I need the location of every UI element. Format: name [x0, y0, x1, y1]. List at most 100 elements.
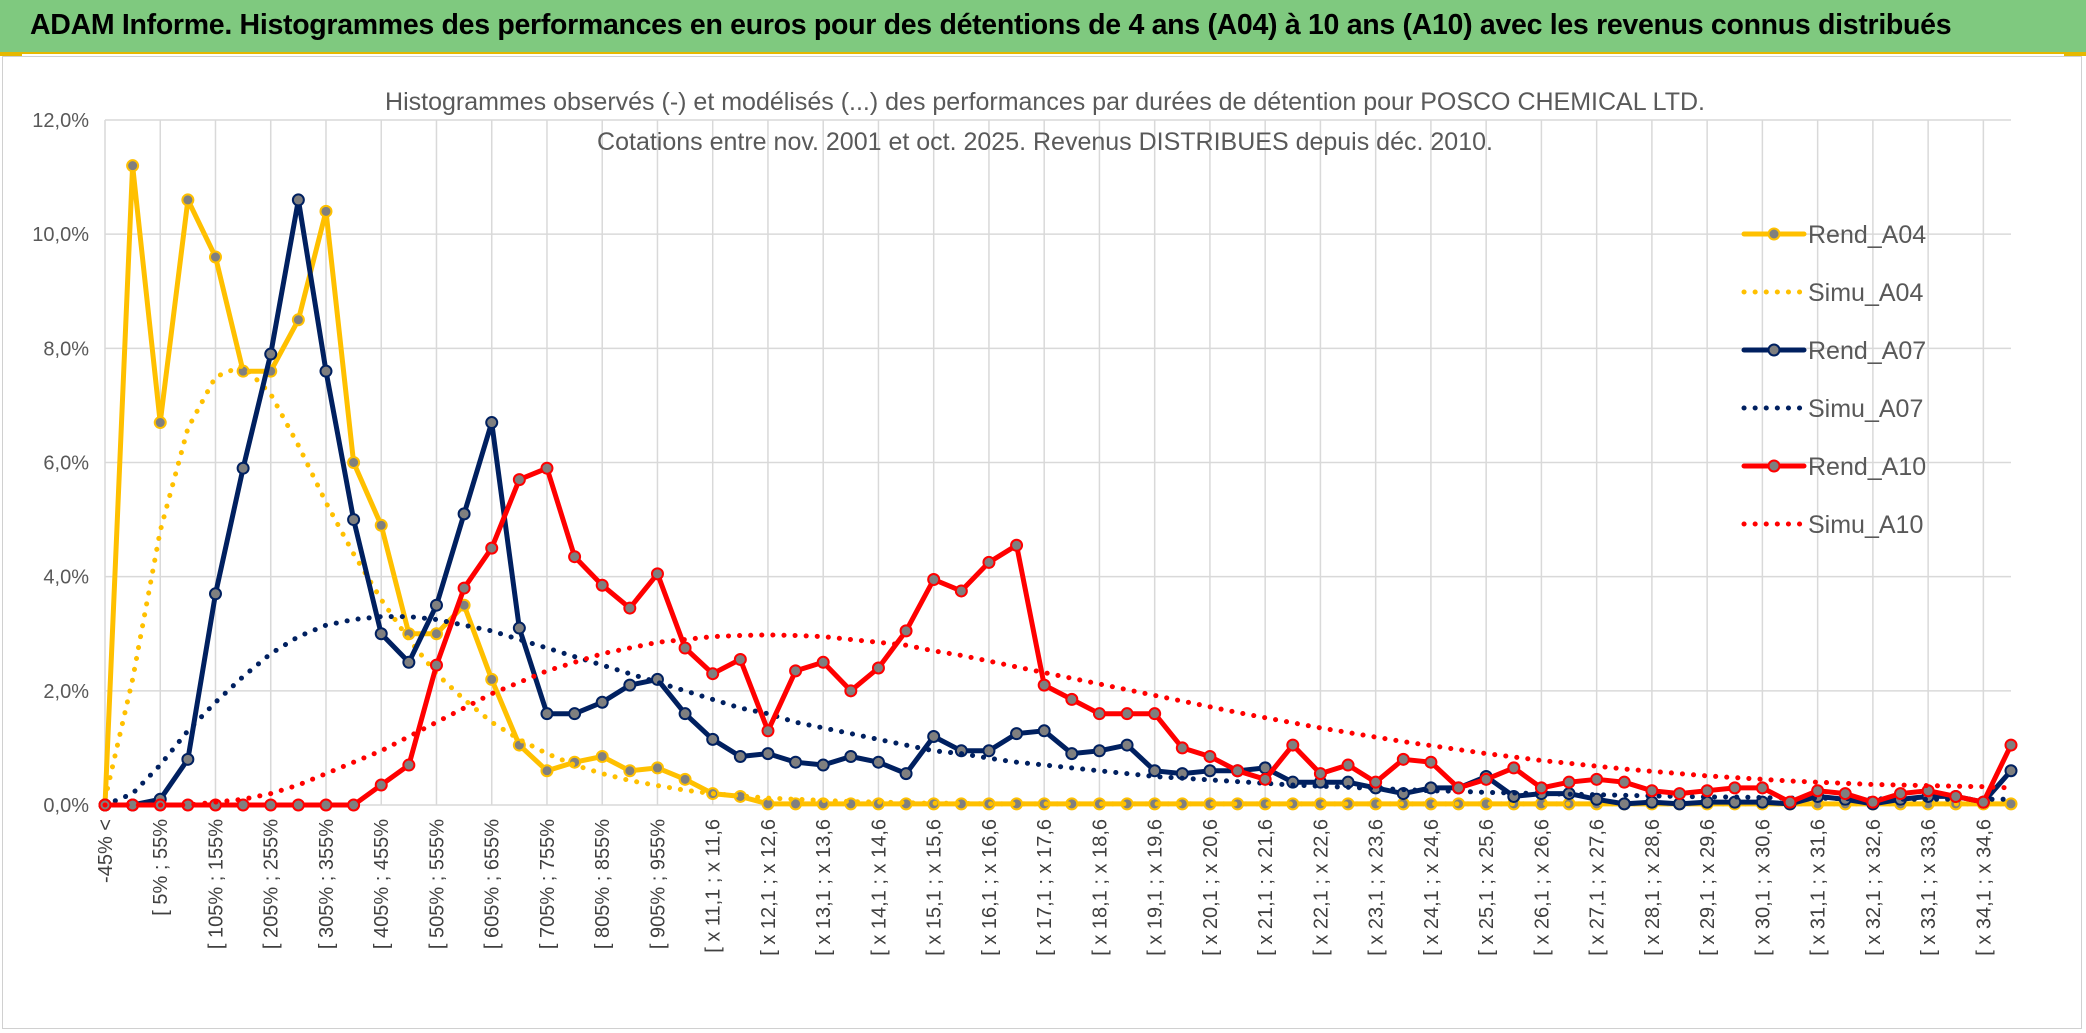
x-tick-label: [ x 15,1 ; x 15,6	[924, 819, 946, 956]
data-point	[347, 456, 361, 469]
data-point	[595, 749, 609, 763]
data-point	[540, 707, 554, 721]
series-line-rend_a10	[102, 465, 2014, 808]
data-point	[678, 772, 692, 786]
x-tick-label: [ x 32,1 ; x 32,6	[1863, 819, 1885, 956]
data-point	[1783, 795, 1797, 809]
data-point	[1203, 749, 1217, 763]
x-tick-label: [ x 18,1 ; x 18,6	[1089, 819, 1111, 956]
data-point	[374, 778, 388, 792]
data-point	[706, 667, 720, 681]
data-point	[1562, 775, 1576, 789]
data-point	[816, 655, 830, 669]
x-tick-label: [ x 17,1 ; x 17,6	[1034, 819, 1056, 956]
data-point	[1175, 741, 1189, 755]
x-tick-label: [ x 24,1 ; x 24,6	[1421, 819, 1443, 956]
data-point	[181, 193, 195, 207]
data-point	[1617, 775, 1631, 789]
data-point	[402, 655, 416, 669]
x-tick-label: [ x 27,1 ; x 27,6	[1587, 819, 1609, 956]
data-point	[761, 747, 775, 761]
data-point	[871, 661, 885, 675]
x-tick-label: [ 705% ; 755%	[537, 819, 559, 949]
data-point	[1120, 738, 1134, 752]
data-point	[1286, 775, 1300, 789]
title-accent-left	[0, 52, 22, 56]
data-point	[1120, 707, 1134, 721]
data-point	[1617, 797, 1631, 811]
data-point	[1286, 738, 1300, 752]
y-axis: 0,0% 2,0% 4,0% 6,0% 8,0% 10,0% 12,0%	[32, 110, 89, 817]
data-point	[623, 601, 637, 615]
title-accent-right	[2064, 52, 2086, 56]
data-point	[181, 752, 195, 766]
data-point	[2004, 738, 2018, 752]
data-point	[374, 518, 388, 532]
data-point	[347, 798, 361, 812]
x-tick-label: [ x 33,1 ; x 33,6	[1918, 819, 1940, 956]
data-point	[1396, 752, 1410, 766]
data-point	[1424, 755, 1438, 769]
data-point	[2004, 764, 2018, 778]
data-point	[2004, 797, 2018, 811]
data-point	[236, 461, 250, 475]
data-point	[1037, 678, 1051, 692]
x-tick-label: [ 5% ; 55%	[150, 819, 172, 916]
data-point	[126, 159, 140, 173]
data-point	[429, 658, 443, 672]
y-tick-label: 4,0%	[43, 567, 89, 589]
x-axis: -45% < [ 5% ; 55% [ 105% ; 155% [ 205% ; 25…	[95, 819, 1995, 956]
legend-label: Simu_A07	[1808, 395, 1923, 423]
data-point	[374, 627, 388, 641]
data-point	[1231, 764, 1245, 778]
x-tick-label: [ x 11,1 ; x 11,6	[703, 819, 725, 953]
data-point	[1949, 789, 1963, 803]
data-point	[899, 624, 913, 638]
y-tick-label: 12,0%	[32, 110, 89, 132]
data-point	[733, 749, 747, 763]
data-point	[871, 755, 885, 769]
x-tick-label: [ x 30,1 ; x 30,6	[1752, 819, 1774, 956]
x-tick-label: [ x 20,1 ; x 20,6	[1200, 819, 1222, 956]
series-line-simu_a07	[102, 614, 2014, 808]
x-tick-label: [ x 34,1 ; x 34,6	[1973, 819, 1995, 956]
data-point	[568, 755, 582, 769]
x-tick-label: [ 605% ; 655%	[482, 819, 504, 949]
data-point	[1092, 707, 1106, 721]
data-point	[568, 707, 582, 721]
x-tick-label: [ x 29,1 ; x 29,6	[1697, 819, 1719, 956]
data-point	[899, 767, 913, 781]
data-point	[429, 627, 443, 641]
data-point	[789, 755, 803, 769]
series-line-simu_a04	[102, 363, 2014, 807]
x-tick-label: [ x 12,1 ; x 12,6	[758, 819, 780, 956]
x-tick-label: [ x 19,1 ; x 19,6	[1145, 819, 1167, 956]
legend-marker	[1767, 343, 1781, 357]
series-line-rend_a07	[102, 197, 2014, 808]
data-point	[1313, 767, 1327, 781]
data-point	[1894, 787, 1908, 801]
data-point	[844, 684, 858, 698]
y-tick-label: 8,0%	[43, 338, 89, 360]
data-point	[1976, 795, 1990, 809]
x-tick-label: [ x 13,1 ; x 13,6	[813, 819, 835, 956]
data-point	[264, 347, 278, 361]
x-tick-label: [ 105% ; 155%	[205, 819, 227, 949]
data-point	[512, 621, 526, 635]
data-point	[1700, 784, 1714, 798]
y-tick-label: 10,0%	[32, 224, 89, 246]
data-point	[1590, 772, 1604, 786]
data-point	[789, 797, 803, 811]
data-point	[678, 641, 692, 655]
data-point	[927, 573, 941, 587]
x-tick-label: [ x 14,1 ; x 14,6	[868, 819, 890, 956]
data-point	[1645, 784, 1659, 798]
data-point	[319, 364, 333, 378]
x-tick-label: [ 305% ; 355%	[316, 819, 338, 949]
data-point	[208, 250, 222, 264]
data-point	[1037, 724, 1051, 738]
data-point	[982, 744, 996, 758]
data-point	[568, 550, 582, 564]
data-point	[1838, 787, 1852, 801]
data-point	[264, 798, 278, 812]
